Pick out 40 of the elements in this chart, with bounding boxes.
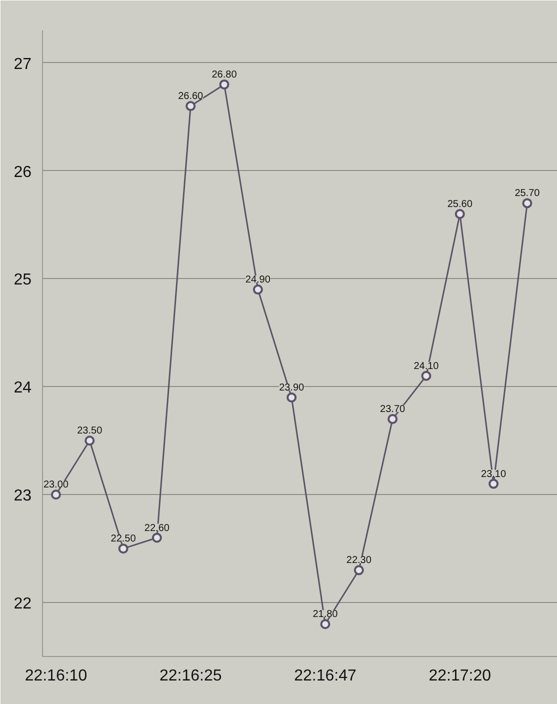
point: [354, 565, 364, 576]
point: [522, 198, 532, 208]
x-tick-label: 22:16:47: [294, 668, 356, 684]
data-label: 26.60: [178, 91, 204, 102]
data-label: 24.10: [414, 360, 440, 372]
y-tick-label: 26: [14, 164, 32, 181]
point: [286, 392, 297, 402]
data-label: 24.90: [245, 274, 271, 286]
point: [421, 370, 432, 381]
point: [320, 619, 330, 630]
x-tick-label: 22:16:10: [24, 668, 88, 684]
y-tick-label: 24: [14, 380, 32, 397]
y-tick-label: 22: [14, 596, 32, 613]
data-label: 21.80: [312, 609, 338, 620]
x-tick-label: 22:16:25: [159, 668, 222, 684]
point: [454, 208, 465, 219]
point: [152, 532, 162, 543]
data-label: 22.50: [110, 534, 136, 545]
point: [488, 478, 499, 489]
point: [186, 101, 196, 112]
x-tick-label: 22:17:20: [428, 668, 492, 684]
data-label: 22.30: [346, 555, 372, 566]
data-label: 25.60: [447, 198, 473, 210]
data-label: 26.80: [212, 69, 238, 80]
data-label: 25.70: [514, 188, 540, 200]
data-label: 23.70: [380, 404, 406, 416]
data-label: 23.00: [43, 480, 69, 491]
data-label: 23.90: [279, 382, 305, 394]
data-label: 23.10: [481, 468, 506, 480]
y-tick-label: 25: [14, 272, 32, 289]
y-tick-label: 27: [14, 56, 32, 73]
point: [84, 436, 95, 446]
y-tick-label: 23: [14, 488, 32, 505]
point: [219, 79, 230, 90]
point: [50, 490, 61, 500]
point: [118, 544, 128, 554]
data-label: 22.60: [144, 522, 170, 534]
point: [252, 284, 263, 295]
data-label: 23.50: [77, 426, 103, 437]
point: [388, 414, 398, 424]
